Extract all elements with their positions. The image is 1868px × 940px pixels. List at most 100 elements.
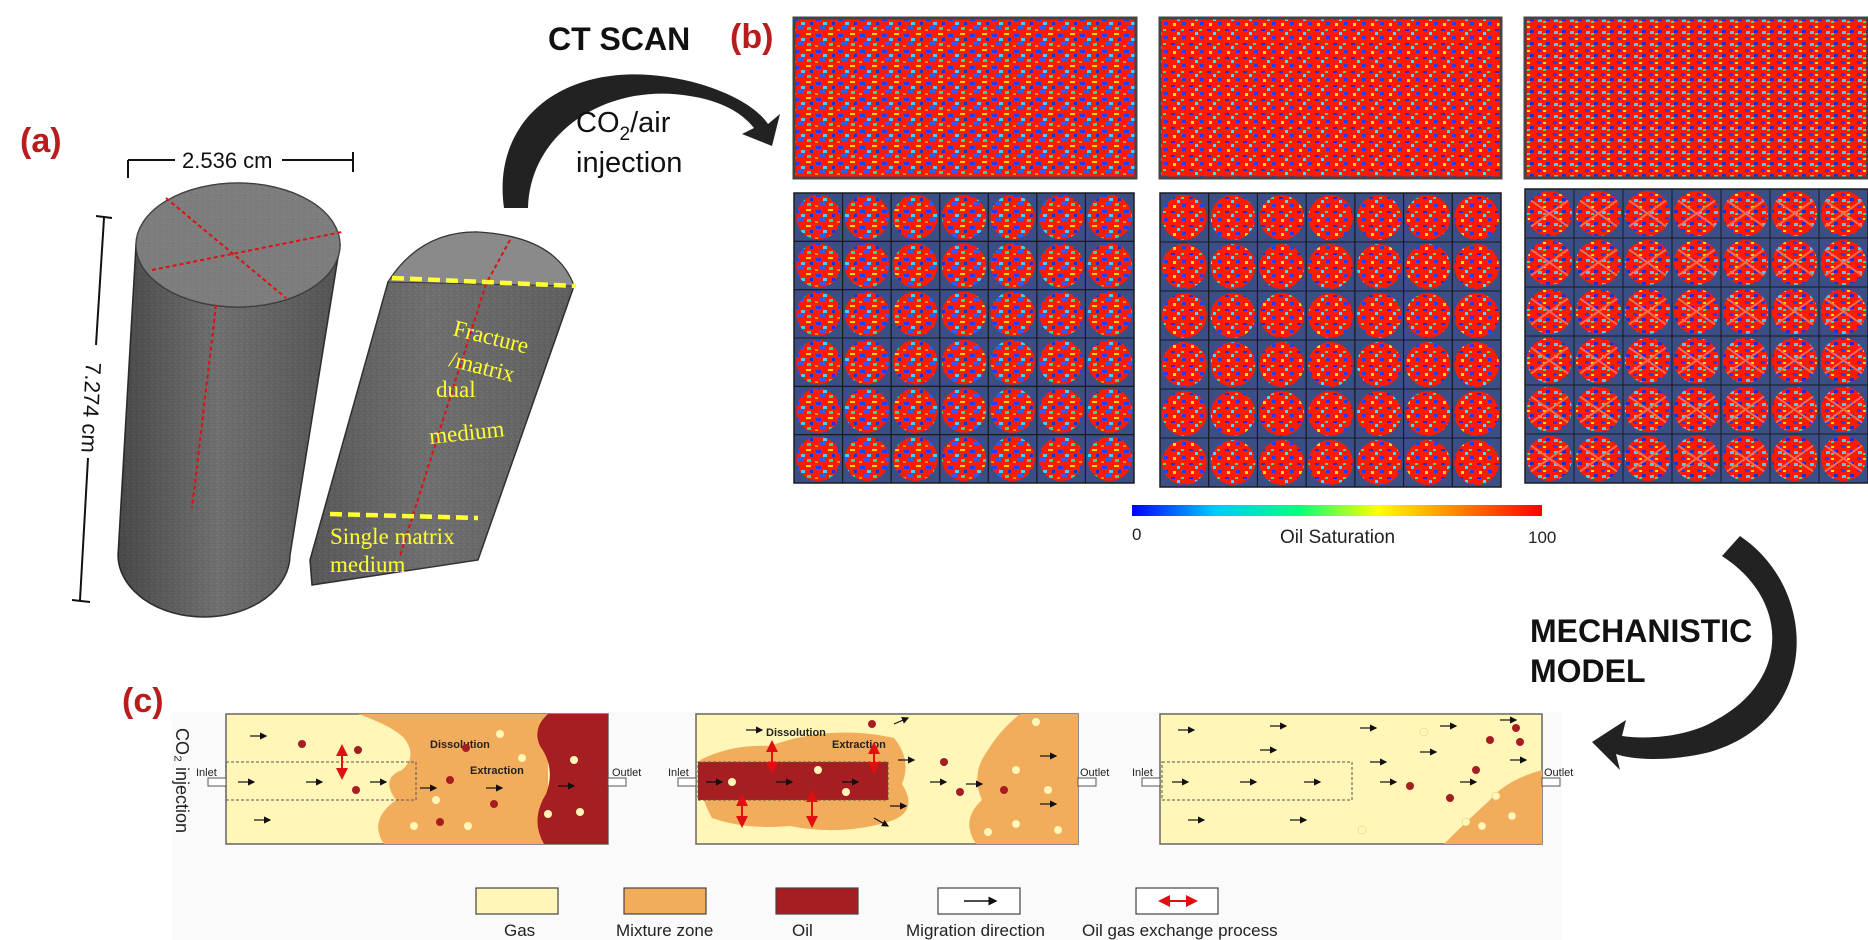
ct-slice (1454, 244, 1499, 289)
legend-item: Mixture zone (616, 887, 713, 940)
stage-3-schematic: Inlet Outlet (1132, 713, 1573, 845)
ct-slice (844, 195, 890, 240)
ct-slice (1356, 293, 1402, 338)
ct-slice (1087, 243, 1132, 288)
ct-slice (1259, 195, 1305, 240)
stage-2-schematic: Dissolution Extraction Inlet Outlet (668, 713, 1109, 845)
ct-long-section-2 (1158, 16, 1503, 180)
ct-slice-grids (793, 188, 1868, 488)
ct-long-section-1 (792, 16, 1138, 180)
ct-slice (796, 436, 841, 482)
ct-slice (1259, 244, 1305, 289)
ct-slice (990, 340, 1035, 385)
ct-slice (844, 243, 890, 288)
ct-slice (844, 340, 890, 385)
legend-label: Mixture zone (616, 921, 713, 940)
svg-text:Extraction: Extraction (832, 739, 886, 751)
ct-scan-arrow: CT SCAN CO2/air injection (502, 21, 780, 208)
svg-text:Dissolution: Dissolution (430, 739, 490, 751)
legend-swatch (1135, 887, 1219, 915)
legend-label: Oil (792, 921, 813, 940)
svg-text:Dissolution: Dissolution (766, 727, 826, 739)
colorbar-label: Oil Saturation (1280, 527, 1395, 548)
ct-slice (1210, 293, 1256, 338)
stage-1-inlet: Inlet (196, 767, 217, 779)
single-medium-label-line1: Single matrix (330, 524, 455, 549)
legend-swatch (623, 887, 707, 915)
ct-slice (941, 195, 987, 240)
ct-slice (1356, 440, 1402, 485)
ct-slice (796, 388, 841, 433)
ct-slice (1087, 340, 1132, 385)
ct-long-sections (792, 16, 1868, 180)
ct-slice (1405, 342, 1451, 387)
ct-slice (893, 243, 938, 288)
ct-slice (1259, 342, 1305, 387)
ct-slice (1210, 195, 1256, 240)
ct-slice (1162, 391, 1207, 436)
legend-swatch (775, 887, 859, 915)
ct-slice (1356, 391, 1402, 436)
legend-item: Oil (775, 887, 859, 940)
legend-label: Gas (504, 921, 535, 940)
ct-slice (1308, 440, 1353, 485)
ct-slice (893, 388, 938, 433)
ct-slice (990, 388, 1035, 433)
ct-slice (893, 340, 938, 385)
panel-label-b: (b) (730, 18, 773, 56)
ct-slice (1087, 436, 1132, 482)
ct-slice (1454, 293, 1499, 338)
ct-slice (1454, 391, 1499, 436)
schematic-legend: Gas Mixture zone Oil Migration direction Oil… (475, 887, 1278, 940)
ct-slice (990, 243, 1035, 288)
stage-1-schematic: Dissolution Extraction Inlet Outlet (196, 713, 641, 845)
ct-slice (1162, 342, 1207, 387)
ct-slice (1038, 291, 1084, 337)
ct-slice (1405, 195, 1451, 240)
ct-slice-grid-1 (793, 192, 1135, 484)
ct-slice (1259, 440, 1305, 485)
ct-slice (1405, 391, 1451, 436)
half-core: Fracture /matrix dual medium Single matr… (309, 231, 577, 586)
ct-slice (1038, 340, 1084, 385)
ct-slice (1038, 436, 1084, 482)
stage-2-outlet: Outlet (1080, 767, 1109, 779)
oil-saturation-colorbar: 0 Oil Saturation 100 (1132, 505, 1556, 548)
ct-slice (1356, 342, 1402, 387)
ct-slice (893, 291, 938, 337)
ct-slice (1210, 391, 1256, 436)
ct-slice (1356, 244, 1402, 289)
ct-slice (1454, 195, 1499, 240)
ct-slice (1038, 388, 1084, 433)
mechanistic-model-arrow: MECHANISTIC MODEL (1530, 536, 1797, 770)
ct-slice (990, 436, 1035, 482)
ct-slice (990, 291, 1035, 337)
stage-3-inlet: Inlet (1132, 767, 1153, 779)
ct-slice (893, 436, 938, 482)
ct-slice (1210, 342, 1256, 387)
ct-slice (844, 388, 890, 433)
ct-slice (1405, 440, 1451, 485)
single-medium-label-line2: medium (330, 552, 405, 577)
ct-slice (941, 436, 987, 482)
ct-slice (1405, 293, 1451, 338)
legend-item: Migration direction (906, 887, 1045, 940)
ct-slice (1308, 342, 1353, 387)
co2-injection-side-label: CO₂ injection (172, 728, 192, 833)
ct-slice (1038, 195, 1084, 240)
diameter-dimension: 2.536 cm (127, 148, 354, 178)
ct-slice (1259, 293, 1305, 338)
ct-slice (796, 243, 841, 288)
ct-slice (1087, 291, 1132, 337)
injection-word-label: injection (576, 147, 682, 179)
colorbar-max: 100 (1528, 528, 1556, 547)
ct-slice (990, 195, 1035, 240)
ct-slice (1162, 244, 1207, 289)
ct-slice (1454, 342, 1499, 387)
ct-slice (1210, 244, 1256, 289)
ct-slice (1259, 391, 1305, 436)
ct-slice (1087, 195, 1132, 240)
ct-scan-title: CT SCAN (548, 21, 690, 57)
ct-slice (1038, 243, 1084, 288)
ct-slice-grid-2 (1159, 192, 1502, 488)
